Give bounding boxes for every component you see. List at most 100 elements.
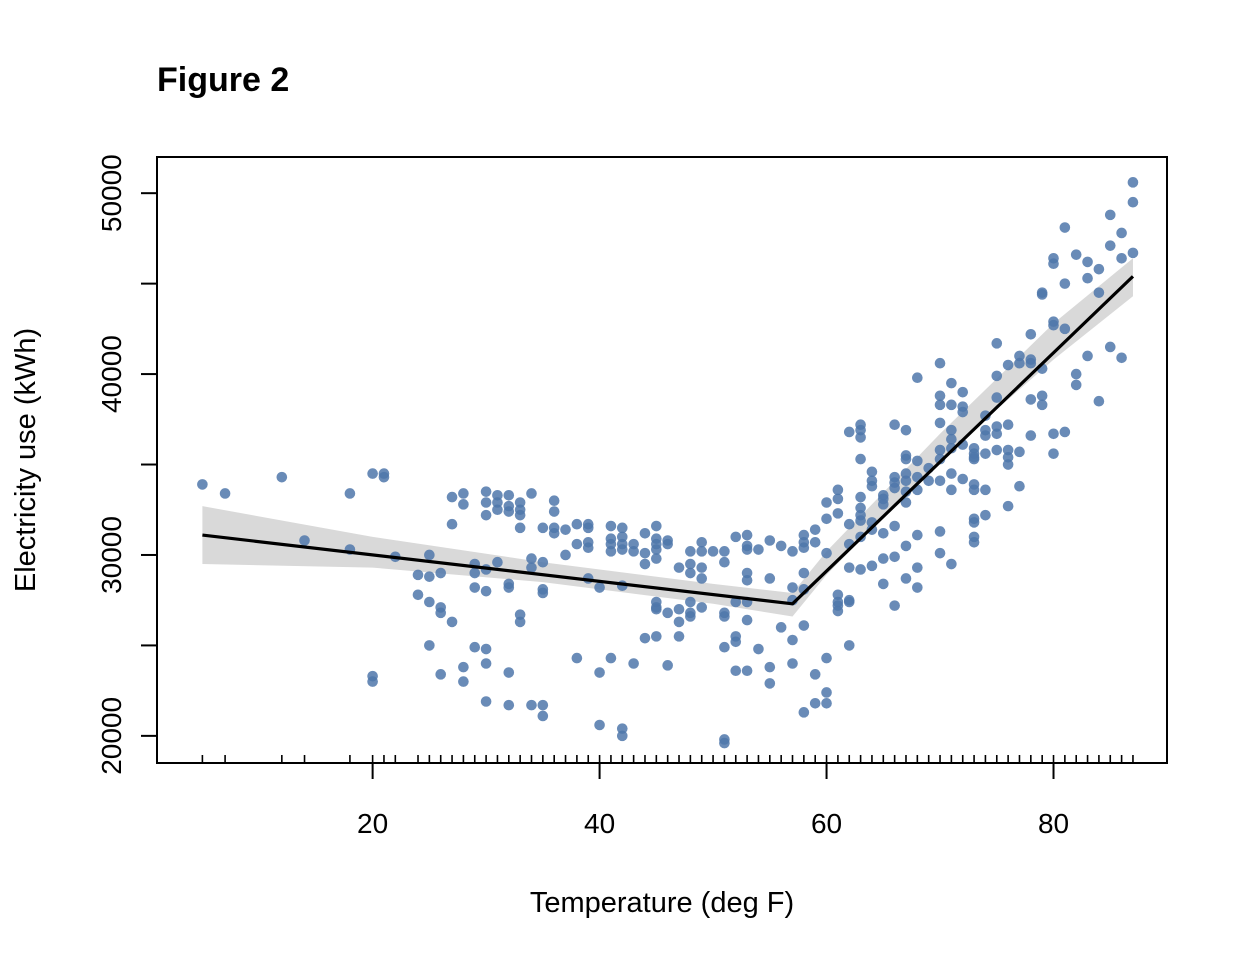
- y-tick-label: 40000: [96, 335, 127, 413]
- data-point: [855, 491, 866, 503]
- data-point: [1048, 319, 1059, 331]
- data-point: [912, 372, 923, 383]
- data-point: [934, 357, 946, 369]
- data-point: [866, 466, 878, 478]
- data-point: [651, 553, 662, 564]
- data-point: [651, 631, 662, 642]
- data-point: [514, 509, 526, 521]
- data-point: [492, 556, 503, 568]
- data-point: [1048, 448, 1059, 459]
- fit-line: [202, 275, 1135, 606]
- data-point: [798, 707, 810, 718]
- data-point: [548, 506, 560, 517]
- data-point: [424, 549, 435, 561]
- data-point: [582, 542, 594, 554]
- data-point: [821, 652, 832, 664]
- data-point: [968, 517, 980, 528]
- data-point: [1048, 428, 1059, 440]
- y-tick-label: 30000: [96, 516, 127, 594]
- data-point: [843, 562, 855, 573]
- data-point: [696, 573, 708, 584]
- data-point: [843, 640, 855, 651]
- data-point: [673, 631, 685, 642]
- data-point: [503, 582, 515, 593]
- data-point: [877, 527, 889, 539]
- data-point: [934, 399, 946, 411]
- data-point: [832, 605, 844, 617]
- data-point: [446, 491, 458, 503]
- data-point: [594, 667, 605, 678]
- data-point: [900, 424, 912, 436]
- data-point: [877, 499, 889, 510]
- data-point: [798, 567, 810, 579]
- data-point: [946, 468, 957, 479]
- data-point: [469, 567, 481, 579]
- data-point: [469, 582, 481, 593]
- data-point: [764, 573, 776, 584]
- data-point: [503, 699, 515, 711]
- data-point: [764, 678, 776, 689]
- data-point: [344, 488, 356, 499]
- data-point: [651, 520, 662, 532]
- data-point: [458, 499, 469, 510]
- data-point: [809, 524, 821, 535]
- data-point: [639, 547, 651, 559]
- data-point: [435, 567, 447, 579]
- x-tick-label: 40: [584, 808, 615, 839]
- data-point: [503, 489, 515, 501]
- data-point: [673, 603, 685, 615]
- data-point: [594, 582, 605, 593]
- data-point: [616, 522, 628, 534]
- data-point: [764, 535, 776, 546]
- data-point: [424, 571, 435, 582]
- data-point: [1025, 430, 1037, 441]
- data-point: [832, 493, 844, 505]
- data-point: [946, 399, 957, 411]
- data-point: [1093, 395, 1105, 407]
- x-tick-label: 60: [811, 808, 842, 839]
- data-point: [424, 596, 435, 608]
- data-point: [1093, 287, 1105, 298]
- data-point: [560, 549, 571, 561]
- data-point: [946, 442, 957, 454]
- data-point: [1070, 368, 1082, 380]
- data-point: [923, 475, 934, 487]
- data-point: [968, 484, 980, 496]
- data-point: [605, 652, 617, 664]
- data-point: [912, 455, 923, 467]
- data-point: [1059, 222, 1071, 233]
- data-point: [480, 497, 492, 508]
- data-point: [753, 643, 764, 655]
- data-point: [900, 540, 912, 552]
- data-point: [843, 426, 855, 438]
- data-point: [1014, 446, 1025, 458]
- data-point: [877, 578, 889, 590]
- data-point: [991, 370, 1003, 382]
- data-point: [946, 377, 957, 389]
- data-point: [696, 602, 708, 613]
- data-point: [560, 524, 571, 535]
- data-point: [787, 634, 798, 646]
- data-point: [730, 665, 742, 677]
- data-point: [412, 569, 424, 581]
- y-tick-label: 50000: [96, 154, 127, 232]
- data-point: [696, 537, 708, 548]
- data-point: [492, 504, 503, 516]
- data-point: [980, 484, 991, 496]
- data-point: [1082, 256, 1093, 268]
- data-point: [1059, 426, 1071, 438]
- data-point: [537, 587, 549, 599]
- data-point: [1082, 350, 1093, 362]
- data-point: [730, 531, 742, 543]
- data-point: [719, 737, 730, 749]
- data-point: [991, 444, 1003, 456]
- data-point: [480, 585, 492, 597]
- data-point: [946, 558, 957, 570]
- data-point: [503, 667, 515, 678]
- data-point: [526, 562, 537, 573]
- data-point: [571, 652, 583, 664]
- data-point: [832, 596, 844, 608]
- data-point: [662, 538, 673, 550]
- data-point: [435, 607, 447, 619]
- data-point: [367, 468, 378, 479]
